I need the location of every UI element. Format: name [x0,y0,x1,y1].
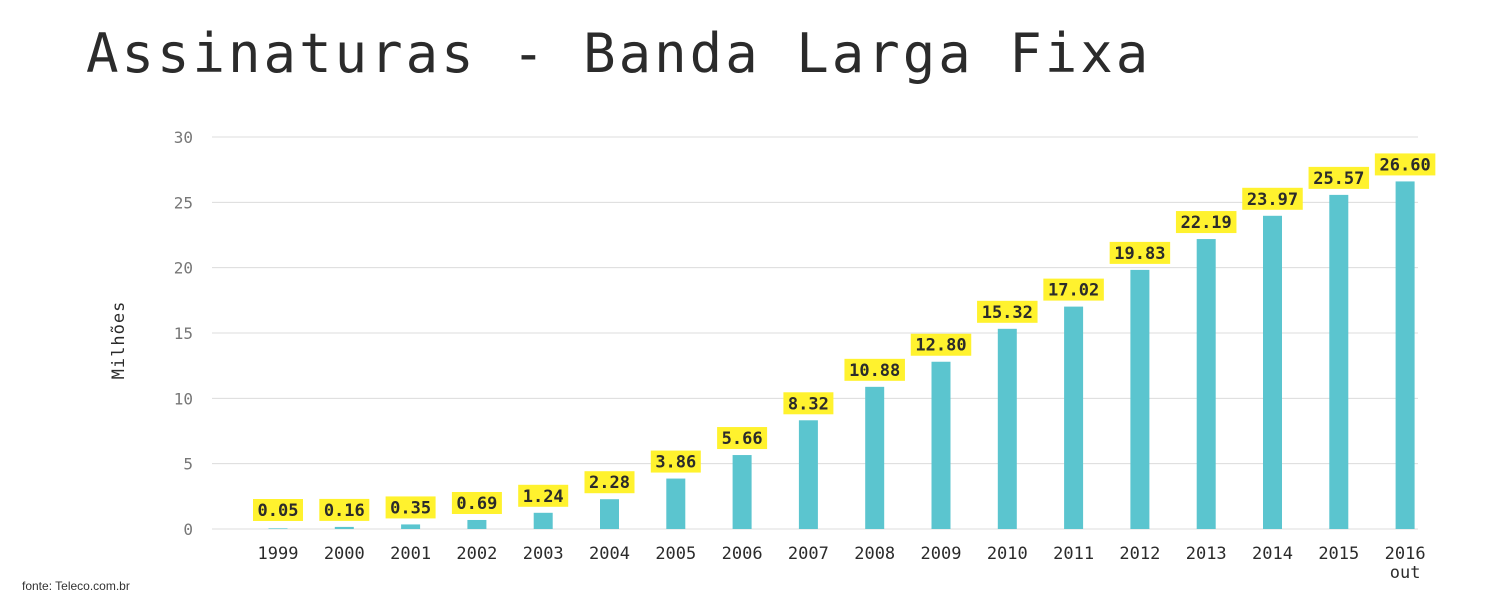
bar [268,528,288,529]
data-label: 12.80 [915,336,966,356]
x-tick-label: 2010 [987,544,1028,564]
data-label: 15.32 [982,303,1033,323]
x-tick-label: 2003 [523,544,564,564]
x-tick-label: 2002 [456,544,497,564]
bar [666,478,686,529]
data-label: 0.05 [258,501,299,521]
data-label: 0.69 [456,494,497,514]
data-label: 0.35 [390,498,431,518]
data-label-background [844,358,905,381]
data-label-background [385,496,436,519]
y-tick-label: 10 [174,389,193,408]
bar [1263,215,1282,530]
x-tick-label: 2012 [1119,544,1160,564]
data-label: 10.88 [849,361,900,381]
x-tick-label: 2015 [1318,544,1359,564]
bar [798,420,818,529]
y-tick-label: 5 [183,455,193,474]
y-tick-label: 30 [174,128,193,147]
data-label: 23.97 [1247,190,1298,210]
data-label-background [977,300,1038,323]
x-tick-label: 2004 [589,544,630,564]
x-tick-label: 2016 [1385,544,1426,564]
x-tick-label: 2007 [788,544,829,564]
data-label-background [451,491,502,514]
data-label: 19.83 [1114,244,1165,264]
source-note: fonte: Teleco.com.br [22,579,130,593]
x-tick-label: 2013 [1186,544,1227,564]
x-tick-label: 2006 [722,544,763,564]
y-tick-label: 25 [174,193,193,212]
data-label: 22.19 [1181,213,1232,233]
bar [401,524,421,529]
y-tick-label: 20 [174,259,193,278]
x-tick-label: 2000 [324,544,365,564]
data-label-background [1043,278,1104,301]
bar [997,328,1017,529]
x-tick-label: 2008 [854,544,895,564]
x-tick-label: 2009 [921,544,962,564]
data-label: 2.28 [589,473,630,493]
bar [533,512,553,529]
bar [931,361,951,529]
data-label: 5.66 [722,429,763,449]
data-label-background [1374,153,1436,176]
chart-title: Assinaturas - Banda Larga Fixa [86,22,1152,85]
data-label: 8.32 [788,394,829,414]
bar [1395,181,1415,529]
data-label-background [253,499,303,521]
data-label: 26.60 [1380,155,1431,175]
x-tick-label: 2001 [390,544,431,564]
data-label: 3.86 [655,453,696,473]
data-label: 17.02 [1048,281,1099,301]
bar [1064,306,1084,529]
data-label-background [910,333,972,356]
data-label: 1.24 [523,487,564,507]
y-tick-label: 15 [174,324,193,343]
bar [334,526,354,529]
data-label: 0.16 [324,501,365,521]
data-label-background [1308,166,1370,189]
bar [467,519,487,529]
data-label-background [717,427,768,450]
data-label-background [650,450,701,473]
data-label-background [1175,211,1237,234]
data-label-background [319,498,370,521]
data-label-background [1109,241,1171,264]
bar [1130,269,1150,529]
x-tick-label: 1999 [258,544,299,564]
data-label: 25.57 [1313,169,1364,189]
bar [600,499,619,529]
bar [865,386,885,529]
x-tick-label: 2005 [655,544,696,564]
x-tick-sublabel: out [1390,563,1421,583]
x-tick-label: 2011 [1053,544,1094,564]
data-label-background [584,471,635,494]
data-label-background [518,484,569,507]
y-tick-label: 0 [183,520,193,539]
x-tick-label: 2014 [1252,544,1293,564]
data-label-background [783,392,834,415]
data-label-background [1242,187,1303,210]
bar [1329,194,1349,530]
bar [1196,239,1216,529]
bar [732,455,752,529]
